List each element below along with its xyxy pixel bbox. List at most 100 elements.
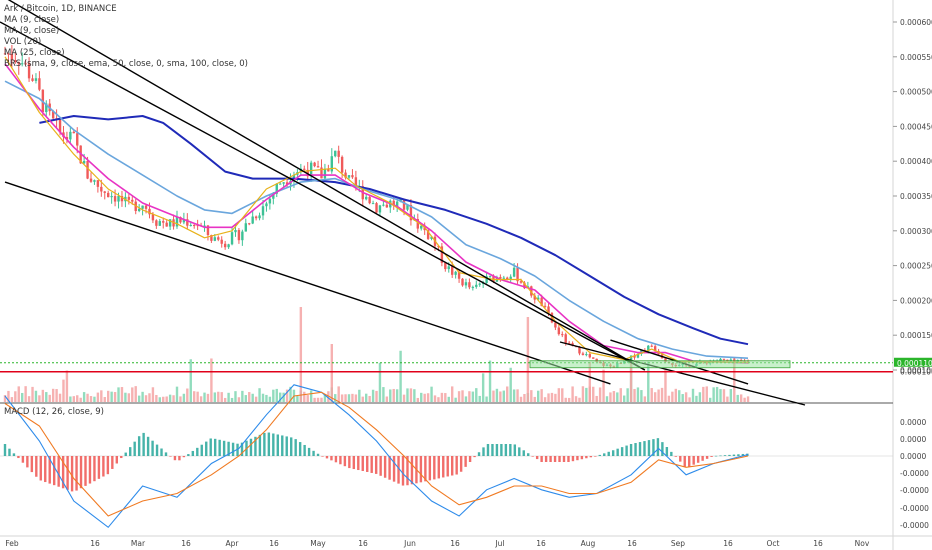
candle-body	[45, 103, 48, 113]
resistance-badge	[894, 366, 932, 377]
macd-histogram-bar	[191, 450, 195, 456]
macd-histogram-bar	[298, 442, 302, 456]
volume-bar	[206, 393, 210, 402]
macd-histogram-bar	[178, 456, 181, 461]
volume-bar	[213, 392, 217, 402]
price-tick-label: 0.0003500	[900, 192, 932, 201]
current-price-badge	[894, 357, 932, 368]
chart-title: Ark / Bitcoin, 1D, BINANCE	[4, 4, 117, 14]
macd-histogram-bar	[647, 440, 651, 456]
candle-body	[392, 200, 395, 206]
volume-bar	[537, 390, 540, 402]
macd-histogram-bar	[723, 455, 727, 456]
time-tick-label: Aug	[581, 539, 596, 548]
candle-body	[144, 205, 148, 209]
volume-bar	[144, 395, 148, 402]
macd-histogram-bar	[670, 451, 673, 456]
macd-histogram-bar	[696, 456, 700, 463]
macd-histogram-bar	[142, 432, 145, 456]
macd-histogram-bar	[200, 444, 203, 456]
volume-spike	[526, 317, 530, 402]
volume-bar	[199, 396, 203, 402]
volume-bar	[406, 388, 409, 402]
volume-bar	[41, 389, 45, 402]
volume-bar	[96, 392, 100, 402]
macd-histogram-bar	[544, 456, 548, 462]
macd-tick-label: -0.0000	[900, 521, 929, 530]
indicator-ma9-b[interactable]: MA (9, close)	[4, 26, 60, 36]
candle-body	[365, 196, 368, 200]
candle-body	[444, 262, 447, 270]
candle-body	[31, 78, 34, 81]
macd-histogram-bar	[57, 456, 60, 487]
volume-bar	[554, 393, 557, 402]
candle-body	[454, 271, 457, 275]
volume-bar	[275, 388, 278, 402]
volume-bar	[21, 392, 24, 402]
macd-histogram-bar	[576, 456, 579, 461]
volume-bar	[709, 397, 712, 402]
macd-histogram-bar	[589, 456, 593, 458]
indicator-ma25[interactable]: MA (25, close)	[4, 48, 65, 58]
macd-histogram-bar	[468, 456, 472, 462]
macd-histogram-bar	[12, 453, 16, 456]
macd-histogram-bar	[553, 456, 557, 462]
time-tick-label: 16	[358, 539, 368, 548]
volume-bar	[279, 392, 282, 402]
time-tick-label: 16	[536, 539, 546, 548]
volume-bar	[110, 391, 113, 402]
volume-bar	[72, 396, 75, 402]
candle-body	[268, 198, 272, 204]
macd-histogram-bar	[35, 456, 38, 477]
candle-body	[395, 201, 399, 206]
macd-histogram-bar	[249, 438, 253, 456]
volume-bar	[399, 350, 402, 402]
macd-histogram-bar	[281, 435, 284, 456]
volume-bar	[736, 394, 739, 402]
candle-body	[113, 196, 117, 202]
volume-bar	[691, 388, 695, 402]
ma9-line	[4, 56, 749, 363]
candle-body	[127, 196, 131, 200]
macd-histogram-bar	[410, 456, 414, 485]
volume-bar	[557, 388, 561, 402]
macd-histogram-bar	[527, 453, 530, 456]
volume-bar	[347, 394, 351, 402]
volume-bar	[533, 396, 536, 402]
macd-histogram-bar	[267, 432, 271, 456]
volume-bar	[643, 396, 647, 402]
resistance-label: 0.0001000	[900, 368, 932, 377]
macd-histogram-bar	[30, 456, 34, 473]
macd-histogram-bar	[106, 456, 110, 475]
indicator-volume[interactable]: VOL (20)	[4, 37, 42, 47]
candle-body	[241, 231, 244, 241]
candle-body	[261, 206, 265, 216]
volume-bar	[168, 394, 172, 402]
macd-histogram-bar	[97, 456, 101, 479]
macd-histogram-bar	[240, 442, 244, 456]
volume-bar	[616, 392, 619, 402]
macd-label[interactable]: MACD (12, 26, close, 9)	[4, 407, 104, 417]
candle-body	[647, 345, 650, 352]
volume-bar	[437, 397, 440, 402]
volume-bar	[471, 391, 475, 402]
macd-histogram-bar	[424, 456, 427, 482]
candle-body	[96, 180, 100, 187]
indicator-ma9[interactable]: MA (9, close)	[4, 15, 60, 25]
volume-bar	[127, 393, 131, 402]
volume-bar	[426, 393, 430, 402]
macd-histogram-bar	[102, 456, 105, 477]
indicator-brs[interactable]: BRS (sma, 9, close, ema, 50, close, 0, s…	[4, 59, 249, 69]
candle-body	[141, 205, 144, 209]
time-tick-label: Feb	[5, 539, 19, 548]
macd-histogram-bar	[513, 444, 517, 456]
candle-body	[726, 359, 729, 361]
volume-bar	[62, 379, 65, 402]
candle-body	[227, 244, 230, 248]
volume-bar	[636, 387, 640, 402]
volume-bar	[667, 395, 671, 402]
macd-histogram-bar	[182, 456, 186, 458]
volume-bar	[303, 391, 306, 402]
volume-bar	[323, 394, 327, 402]
